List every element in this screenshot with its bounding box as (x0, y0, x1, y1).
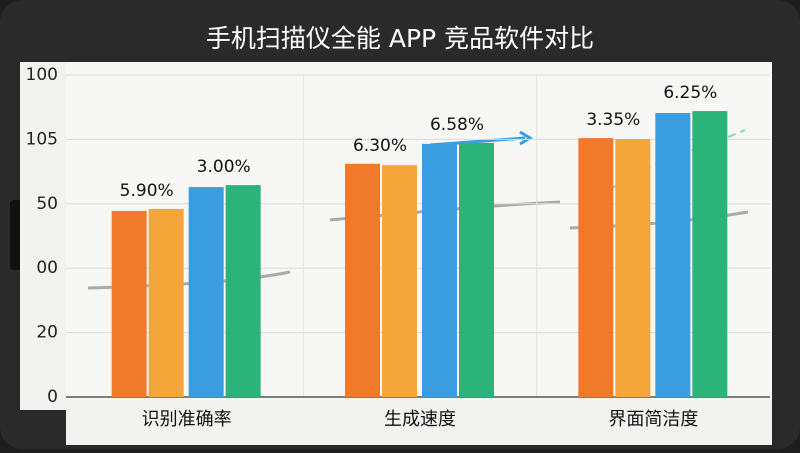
x-tick-label: 识别准确率 (142, 409, 232, 430)
annotation: 3.35% (586, 110, 640, 130)
chart-title: 手机扫描仪全能 APP 竞品软件对比 (206, 24, 594, 53)
bar (382, 165, 417, 397)
annotation: 6.30% (353, 136, 407, 156)
bar (225, 185, 261, 397)
bar (692, 111, 728, 398)
y-tick-label: 105 (26, 129, 58, 149)
bar (655, 112, 691, 397)
bar (148, 208, 184, 397)
annotation: 6.25% (663, 83, 717, 103)
bar (188, 187, 224, 397)
y-tick-label: 00 (36, 258, 58, 278)
bar (422, 143, 457, 397)
axis-background (20, 62, 66, 410)
x-tick-label: 界面简洁度 (608, 409, 698, 430)
y-tick-label: 20 (36, 323, 58, 343)
y-tick-label: 100 (26, 65, 58, 85)
bar (345, 163, 380, 397)
y-tick-label: 50 (36, 194, 58, 214)
annotation: 5.90% (120, 181, 174, 201)
x-tick-label: 生成速度 (384, 409, 456, 430)
bar (111, 210, 147, 397)
bar (615, 139, 651, 397)
annotation: 3.00% (197, 157, 251, 177)
annotation: 6.58% (430, 115, 484, 135)
decoration (519, 130, 533, 146)
bar (578, 138, 614, 397)
bar (459, 142, 494, 397)
category-background (66, 400, 772, 445)
y-tick-label: 0 (47, 387, 58, 407)
